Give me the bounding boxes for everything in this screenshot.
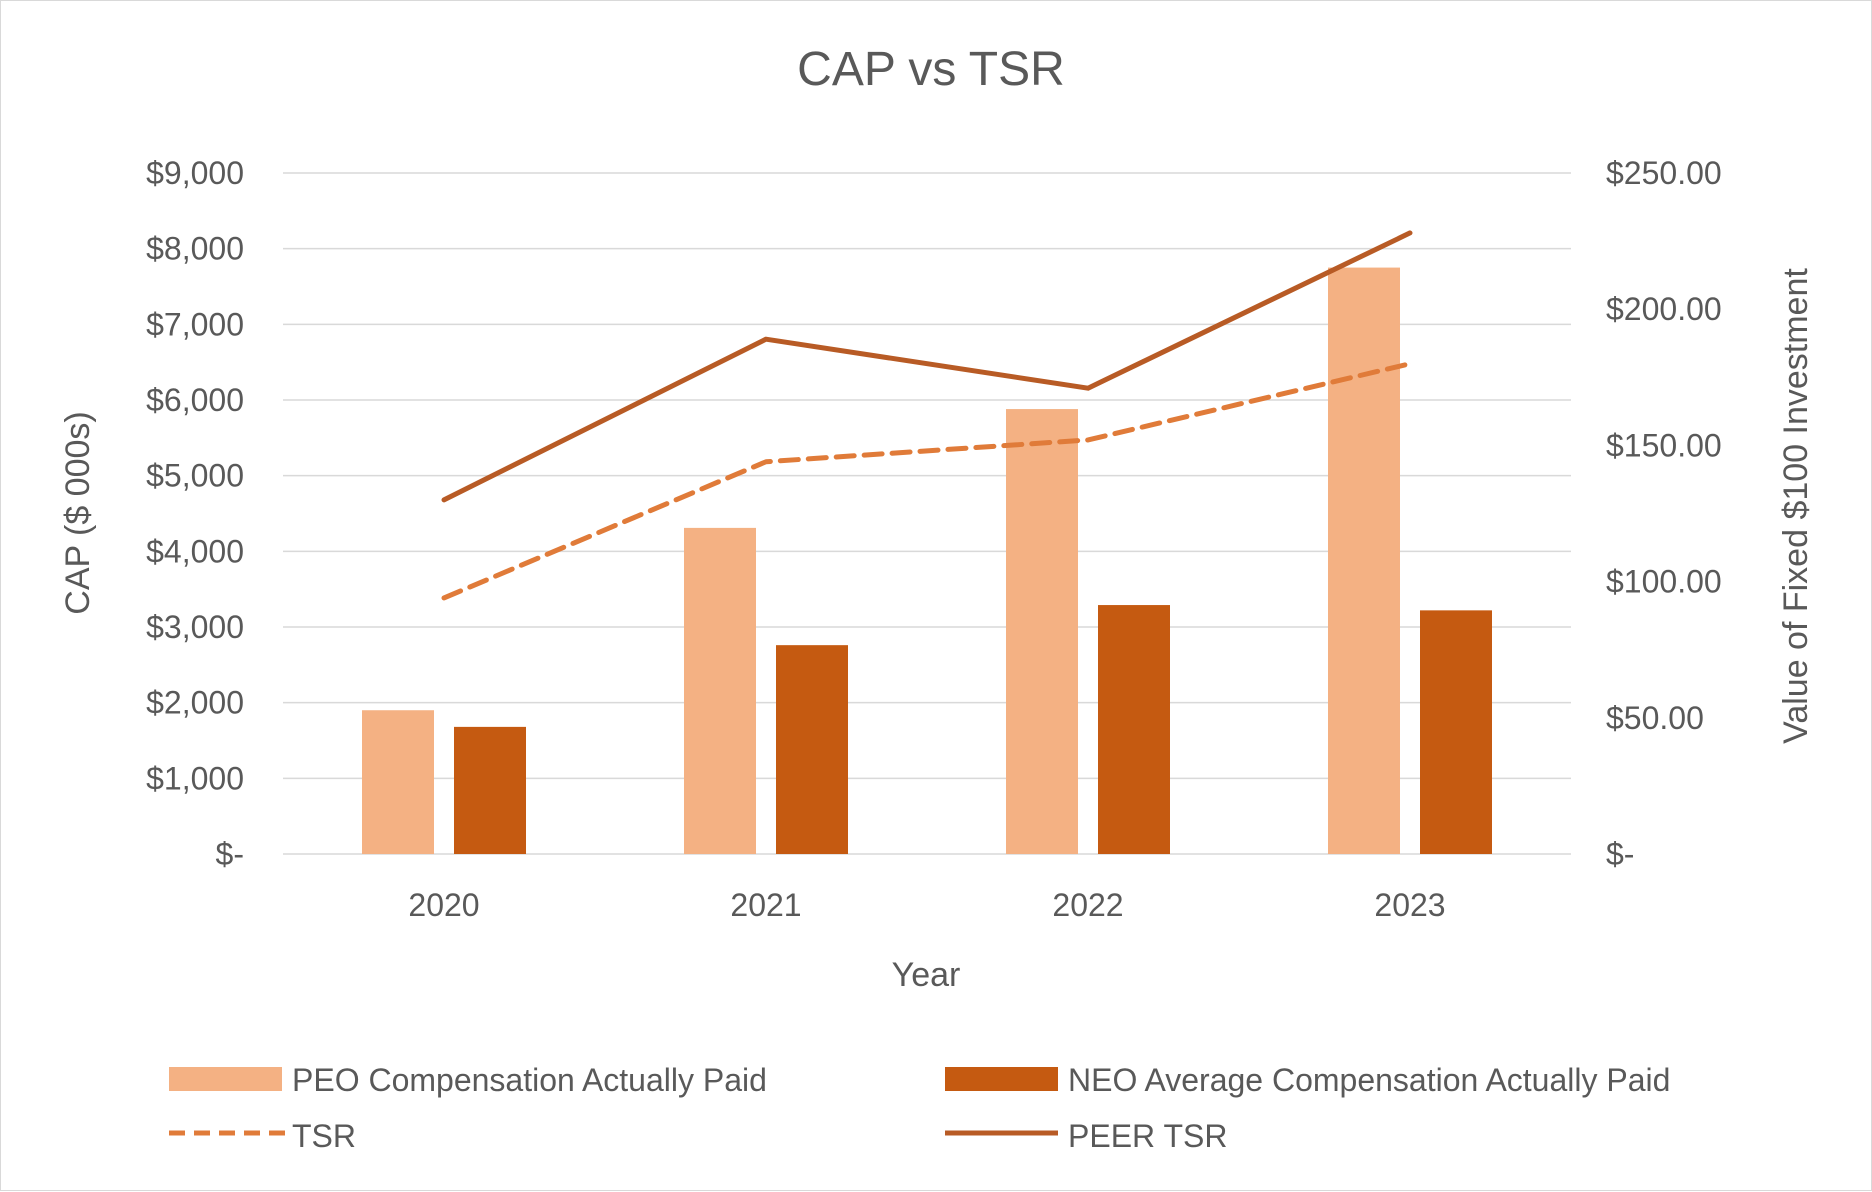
right-tick-label: $50.00 — [1606, 700, 1704, 736]
left-tick-label: $9,000 — [146, 155, 244, 191]
x-tick-label: 2020 — [408, 887, 479, 923]
left-tick-label: $6,000 — [146, 382, 244, 418]
right-tick-label: $250.00 — [1606, 155, 1722, 191]
bar-neo-average-compensation-actually-paid-2022 — [1098, 605, 1170, 854]
x-tick-label: 2023 — [1374, 887, 1445, 923]
bar-peo-compensation-actually-paid-2023 — [1328, 268, 1400, 854]
legend-label-neo: NEO Average Compensation Actually Paid — [1068, 1062, 1670, 1098]
right-tick-label: $- — [1606, 836, 1634, 872]
line-tsr — [444, 364, 1410, 598]
left-tick-label: $3,000 — [146, 609, 244, 645]
left-tick-label: $1,000 — [146, 760, 244, 796]
left-tick-label: $2,000 — [146, 685, 244, 721]
y2-axis-title: Value of Fixed $100 Investment — [1777, 268, 1815, 744]
bar-peo-compensation-actually-paid-2020 — [362, 710, 434, 854]
left-tick-label: $7,000 — [146, 306, 244, 342]
left-tick-label: $5,000 — [146, 458, 244, 494]
x-tick-label: 2022 — [1052, 887, 1123, 923]
right-tick-label: $100.00 — [1606, 564, 1722, 600]
left-tick-label: $4,000 — [146, 533, 244, 569]
bar-neo-average-compensation-actually-paid-2020 — [454, 727, 526, 854]
x-tick-label: 2021 — [730, 887, 801, 923]
line-peer-tsr — [444, 233, 1410, 500]
legend-label-peer-tsr: PEER TSR — [1068, 1118, 1227, 1154]
legend-swatch-peo — [169, 1067, 282, 1091]
right-tick-label: $200.00 — [1606, 291, 1722, 327]
legend-swatch-neo — [945, 1067, 1058, 1091]
legend-label-peo: PEO Compensation Actually Paid — [292, 1062, 767, 1098]
y-axis-title: CAP ($ 000s) — [59, 411, 97, 614]
series-lines — [444, 233, 1410, 598]
left-axis-ticks: $- $1,000 $2,000 $3,000 $4,000 $5,000 $6,000 $7… — [146, 155, 244, 872]
legend-label-tsr: TSR — [292, 1118, 356, 1154]
bar-neo-average-compensation-actually-paid-2023 — [1420, 610, 1492, 854]
bar-neo-average-compensation-actually-paid-2021 — [776, 645, 848, 854]
bar-peo-compensation-actually-paid-2022 — [1006, 409, 1078, 854]
left-tick-label: $8,000 — [146, 231, 244, 267]
chart-title: CAP vs TSR — [797, 43, 1065, 96]
bar-peo-compensation-actually-paid-2021 — [684, 528, 756, 854]
left-tick-label: $- — [216, 836, 244, 872]
x-axis-title: Year — [892, 956, 961, 994]
legend: PEO Compensation Actually Paid NEO Avera… — [169, 1062, 1670, 1154]
x-axis-ticks: 2020 2021 2022 2023 — [408, 887, 1445, 923]
right-tick-label: $150.00 — [1606, 427, 1722, 463]
right-axis-ticks: $- $50.00 $100.00 $150.00 $200.00 $250.00 — [1606, 155, 1722, 872]
